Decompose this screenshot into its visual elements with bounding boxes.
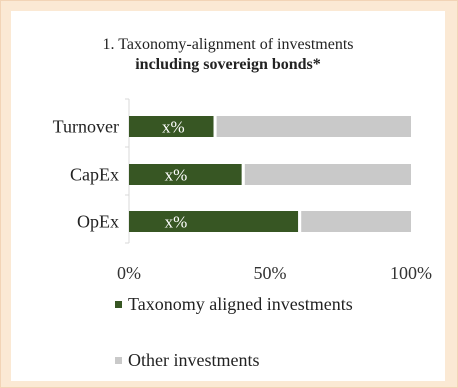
legend: Taxonomy aligned investments Other inves… bbox=[115, 293, 353, 371]
category-label-turnover: Turnover bbox=[53, 117, 119, 137]
segment-gap-opex bbox=[298, 211, 302, 232]
legend-swatch-other bbox=[115, 356, 122, 364]
x-tick-label-2: 100% bbox=[390, 263, 432, 283]
chart-subtitle: including sovereign bonds* bbox=[135, 56, 321, 73]
chart-panel: 1. Taxonomy-alignment of investments inc… bbox=[11, 11, 445, 381]
data-label-capex: x% bbox=[165, 166, 188, 185]
bar-0-turnover bbox=[129, 116, 214, 137]
bar-1-turnover bbox=[213, 116, 411, 137]
data-label-opex: x% bbox=[165, 213, 188, 232]
chart-title-block: 1. Taxonomy-alignment of investments inc… bbox=[11, 35, 445, 75]
category-label-opex: OpEx bbox=[77, 212, 119, 232]
x-tick-label-1: 50% bbox=[254, 263, 287, 283]
x-tick-label-0: 0% bbox=[117, 263, 141, 283]
bar-0-capex bbox=[129, 164, 242, 185]
legend-item-aligned: Taxonomy aligned investments bbox=[115, 293, 353, 315]
legend-swatch-aligned bbox=[115, 300, 122, 308]
legend-label-aligned: Taxonomy aligned investments bbox=[128, 293, 353, 314]
legend-item-other: Other investments bbox=[115, 349, 353, 371]
segment-gap-capex bbox=[241, 164, 245, 185]
category-label-capex: CapEx bbox=[70, 165, 119, 185]
data-label-turnover: x% bbox=[162, 118, 185, 137]
bar-0-opex bbox=[129, 211, 299, 232]
bar-1-capex bbox=[241, 164, 411, 185]
bar-chart: x% Turnover x% CapEx x% OpEx 0% 50% 100% bbox=[53, 98, 432, 283]
segment-gap-turnover bbox=[213, 116, 217, 137]
chart-title: 1. Taxonomy-alignment of investments bbox=[102, 36, 354, 53]
bar-1-opex bbox=[298, 211, 411, 232]
legend-label-other: Other investments bbox=[128, 349, 260, 370]
